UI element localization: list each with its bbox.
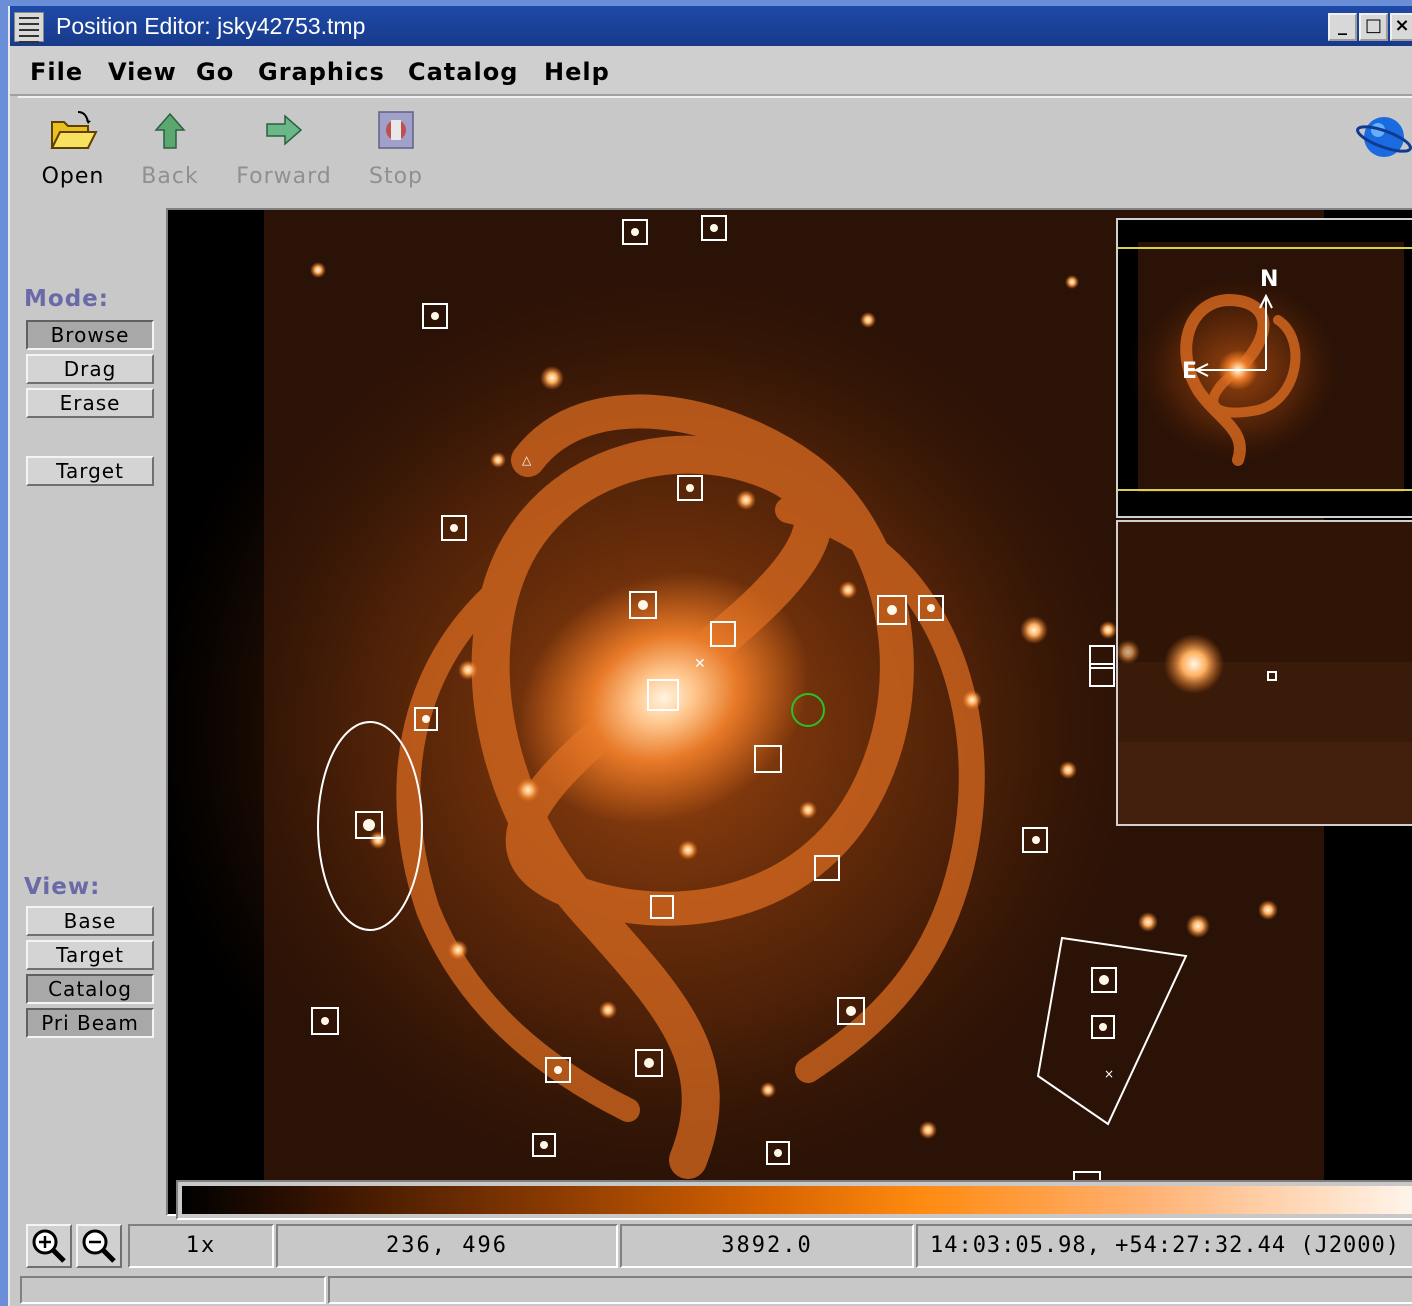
- polygon-x-marker: ×: [1104, 1067, 1114, 1081]
- menu-catalog[interactable]: Catalog: [408, 58, 519, 86]
- polygon-region[interactable]: [1036, 936, 1188, 1126]
- mode-drag-button[interactable]: Drag: [26, 354, 154, 384]
- pixel-value: 3892.0: [620, 1224, 914, 1268]
- minimize-button[interactable]: _: [1328, 13, 1357, 41]
- application-window: Position Editor: jsky42753.tmp _ □ × Fil…: [8, 6, 1412, 1306]
- back-arrow-icon: [154, 112, 186, 149]
- pixel-coordinates: 236, 496: [276, 1224, 618, 1268]
- target-circle[interactable]: [791, 693, 825, 727]
- left-panel: Mode: Browse Drag Erase Target View: Bas…: [18, 210, 166, 1218]
- image-display[interactable]: × ✕ △: [166, 208, 1412, 1216]
- magnifier-cursor: [1267, 671, 1277, 681]
- view-base-button[interactable]: Base: [26, 906, 154, 936]
- zoom-out-button[interactable]: [76, 1224, 122, 1268]
- title-bar[interactable]: Position Editor: jsky42753.tmp _ □ ×: [10, 6, 1412, 46]
- window-title: Position Editor: jsky42753.tmp: [56, 13, 366, 39]
- view-label: View:: [24, 874, 101, 900]
- forward-button[interactable]: Forward: [234, 108, 334, 189]
- maximize-button[interactable]: □: [1359, 13, 1388, 41]
- message-area: [328, 1276, 1412, 1304]
- panner-image: N E: [1118, 242, 1412, 492]
- menu-bar: File View Go Graphics Catalog Help: [10, 46, 1412, 96]
- window-menu-icon[interactable]: [14, 12, 44, 43]
- open-button[interactable]: Open: [23, 108, 123, 189]
- colorbar[interactable]: [176, 1180, 1412, 1220]
- stop-label: Stop: [368, 164, 423, 189]
- folder-open-icon: [50, 111, 98, 149]
- status-bar: 1x 236, 496 3892.0 14:03:05.98, +54:27:3…: [18, 1220, 1412, 1272]
- back-button[interactable]: Back: [120, 108, 220, 189]
- zoom-out-icon: [82, 1229, 116, 1263]
- forward-arrow-icon: [266, 114, 303, 146]
- view-catalog-button[interactable]: Catalog: [26, 974, 154, 1004]
- magnifier-image: [1116, 522, 1412, 824]
- menu-graphics[interactable]: Graphics: [258, 58, 385, 86]
- globe-icon: [1356, 117, 1412, 157]
- toolbar: Open Back Forward Stop: [18, 96, 1412, 212]
- menu-go[interactable]: Go: [196, 58, 235, 86]
- east-label: E: [1182, 359, 1197, 384]
- zoom-in-button[interactable]: [26, 1224, 72, 1268]
- colorbar-gradient: [182, 1186, 1412, 1214]
- mode-erase-button[interactable]: Erase: [26, 388, 154, 418]
- close-button[interactable]: ×: [1390, 13, 1412, 41]
- bottom-bar: [18, 1272, 1412, 1306]
- world-coordinates: 14:03:05.98, +54:27:32.44 (J2000): [916, 1224, 1412, 1268]
- menu-file[interactable]: File: [30, 58, 84, 86]
- zoom-level: 1x: [128, 1224, 274, 1268]
- triangle-marker: △: [522, 453, 532, 467]
- panner-view[interactable]: N E: [1116, 218, 1412, 518]
- mode-target-button[interactable]: Target: [26, 456, 154, 486]
- stop-button[interactable]: Stop: [346, 108, 446, 189]
- view-pri-beam-button[interactable]: Pri Beam: [26, 1008, 154, 1038]
- mode-label: Mode:: [24, 286, 109, 312]
- forward-label: Forward: [236, 164, 332, 189]
- back-label: Back: [141, 164, 199, 189]
- progress-bar: [20, 1276, 326, 1304]
- view-target-button[interactable]: Target: [26, 940, 154, 970]
- north-label: N: [1260, 267, 1278, 292]
- catalog-markers[interactable]: [311, 215, 1117, 1183]
- mode-browse-button[interactable]: Browse: [26, 320, 154, 350]
- zoom-in-icon: [32, 1229, 66, 1263]
- menu-view[interactable]: View: [108, 58, 177, 86]
- open-label: Open: [41, 164, 105, 189]
- stop-icon: [378, 111, 414, 149]
- compass-icon: [1193, 293, 1273, 377]
- magnifier-view: [1116, 520, 1412, 826]
- center-marker: ✕: [694, 656, 706, 672]
- ellipse-region[interactable]: [317, 721, 423, 931]
- menu-help[interactable]: Help: [544, 58, 610, 86]
